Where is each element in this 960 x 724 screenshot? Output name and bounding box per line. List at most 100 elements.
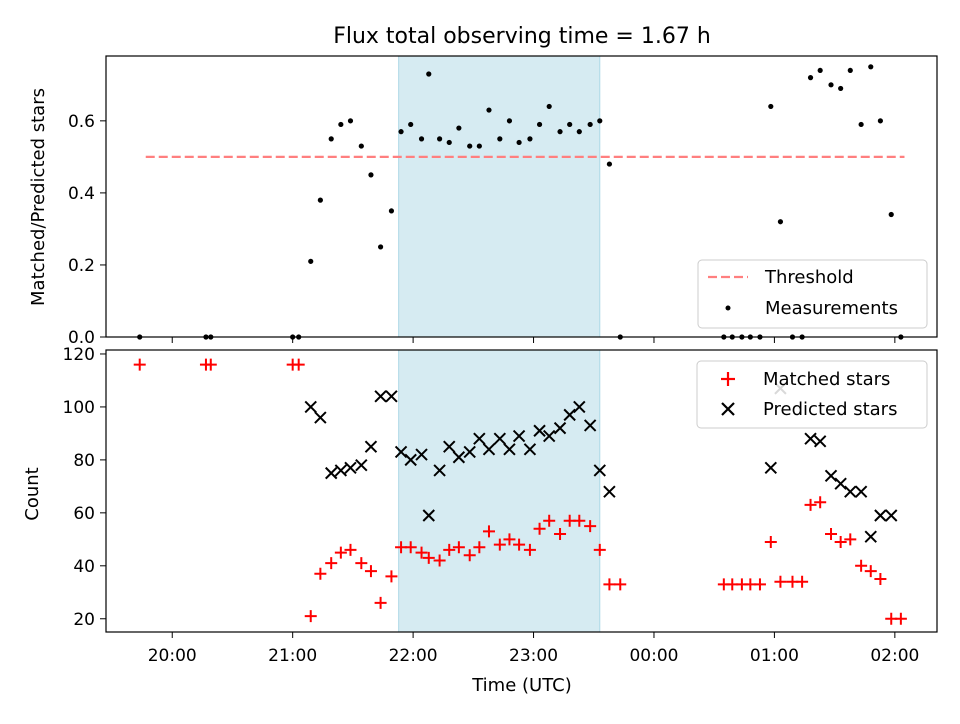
legend-matched-label: Matched stars bbox=[763, 369, 890, 390]
predicted-star-point bbox=[374, 390, 387, 403]
predicted-star-point bbox=[553, 421, 567, 435]
predicted-star-point bbox=[804, 432, 817, 445]
measurement-point bbox=[597, 118, 603, 124]
legend-predicted-swatch bbox=[721, 402, 735, 416]
measurement-point bbox=[408, 121, 414, 128]
predicted-star-point bbox=[325, 466, 338, 480]
matched-star-point bbox=[804, 498, 817, 511]
matched-star-point bbox=[443, 543, 456, 556]
predicted-star-point bbox=[503, 443, 516, 456]
matched-star-point bbox=[593, 543, 606, 556]
matched-star-point bbox=[814, 496, 827, 509]
matched-star-point bbox=[533, 522, 546, 535]
x-axis-label: Time (UTC) bbox=[471, 675, 572, 696]
matched-star-point bbox=[334, 546, 347, 559]
legend-predicted-label: Predicted stars bbox=[763, 399, 897, 420]
measurement-point bbox=[807, 75, 814, 81]
predicted-star-point bbox=[512, 429, 526, 443]
matched-star-point bbox=[543, 514, 556, 527]
matched-star-point bbox=[364, 565, 377, 578]
x-tick-label: 20:00 bbox=[148, 646, 197, 666]
matched-star-point bbox=[825, 528, 838, 541]
measurement-point bbox=[497, 136, 503, 142]
matched-star-point bbox=[573, 514, 586, 527]
measurement-point bbox=[467, 143, 473, 149]
matched-star-point bbox=[503, 533, 516, 546]
bottom-x-axis-ticks: 20:00 21:00 22:00 23:00 00:00 01:00 02:00 bbox=[148, 632, 919, 666]
figure-title: Flux total observing time = 1.67 h bbox=[333, 24, 711, 49]
measurement-point bbox=[576, 129, 582, 135]
predicted-star-point bbox=[463, 445, 476, 459]
bottom-legend-box bbox=[696, 360, 928, 429]
matched-star-point bbox=[415, 546, 428, 559]
matched-star-point bbox=[452, 541, 465, 554]
bottom-y-tick-label: 20 bbox=[73, 610, 95, 630]
top-y-tick-label: 0.2 bbox=[68, 256, 95, 276]
predicted-star-point bbox=[593, 464, 606, 477]
x-tick-label: 02:00 bbox=[870, 646, 919, 666]
matched-star-point bbox=[796, 575, 809, 588]
predicted-star-point bbox=[813, 435, 827, 448]
top-panel: 0.0 0.2 0.4 0.6 Matched/Predicted stars Thr… bbox=[28, 55, 938, 348]
top-x-axis-ticks bbox=[171, 337, 896, 343]
measurement-point bbox=[426, 71, 432, 77]
legend-measurements-swatch bbox=[725, 305, 731, 311]
predicted-star-point bbox=[404, 453, 417, 467]
measurement-point bbox=[557, 129, 563, 135]
predicted-star-point bbox=[834, 477, 847, 490]
matched-star-point bbox=[753, 578, 766, 591]
top-legend: Threshold Measurements bbox=[697, 259, 928, 329]
measurement-point bbox=[338, 121, 344, 128]
measurement-point bbox=[567, 121, 573, 128]
measurement-point bbox=[868, 64, 874, 70]
predicted-star-point bbox=[433, 464, 446, 477]
predicted-star-point bbox=[583, 419, 597, 432]
legend-threshold-label: Threshold bbox=[764, 267, 854, 288]
matched-star-point bbox=[344, 543, 357, 556]
matched-star-point bbox=[473, 541, 486, 554]
predicted-star-point bbox=[452, 451, 466, 464]
top-panel-frame bbox=[105, 55, 938, 338]
predicted-star-point bbox=[364, 440, 378, 453]
measurement-point bbox=[858, 121, 864, 128]
predicted-star-point bbox=[422, 509, 435, 522]
measurement-point bbox=[446, 139, 452, 146]
matched-star-point bbox=[844, 533, 857, 546]
predicted-star-point bbox=[864, 530, 877, 543]
predicted-star-point bbox=[482, 443, 496, 456]
matched-star-point bbox=[614, 578, 627, 591]
predicted-star-point bbox=[542, 429, 556, 443]
predicted-star-point bbox=[854, 485, 868, 498]
top-y-tick-label: 0.6 bbox=[68, 112, 95, 132]
predicted-star-point bbox=[523, 443, 537, 456]
predicted-star-point bbox=[874, 509, 887, 522]
predicted-star-point bbox=[493, 432, 507, 445]
top-y-axis-ticks: 0.0 0.2 0.4 0.6 bbox=[68, 112, 106, 348]
x-tick-label: 23:00 bbox=[509, 646, 558, 666]
x-tick-label: 00:00 bbox=[629, 646, 678, 666]
predicted-star-point bbox=[385, 390, 398, 403]
legend-measurements-label: Measurements bbox=[765, 298, 898, 319]
predicted-stars-points bbox=[304, 382, 898, 543]
measurement-point bbox=[437, 136, 443, 142]
predicted-star-point bbox=[304, 400, 317, 414]
measurement-point bbox=[418, 136, 425, 142]
matched-star-point bbox=[523, 543, 536, 556]
x-tick-label: 21:00 bbox=[268, 646, 317, 666]
measurement-point bbox=[308, 258, 314, 264]
measurement-point bbox=[328, 136, 334, 142]
measurement-point bbox=[476, 143, 482, 149]
measurement-point bbox=[828, 82, 834, 88]
bottom-y-tick-label: 80 bbox=[73, 451, 95, 471]
matched-star-point bbox=[493, 538, 506, 551]
bottom-panel: 20 40 60 80 100 120 20:00 21:00 22:00 23:00 00:00… bbox=[22, 345, 938, 696]
measurement-point bbox=[388, 208, 395, 214]
matched-star-point bbox=[894, 612, 907, 625]
predicted-star-point bbox=[415, 448, 428, 461]
matched-star-point bbox=[325, 557, 338, 570]
predicted-star-point bbox=[473, 432, 486, 445]
matched-star-point bbox=[584, 520, 597, 533]
matched-star-point bbox=[304, 610, 317, 623]
matched-stars-points bbox=[133, 358, 907, 625]
